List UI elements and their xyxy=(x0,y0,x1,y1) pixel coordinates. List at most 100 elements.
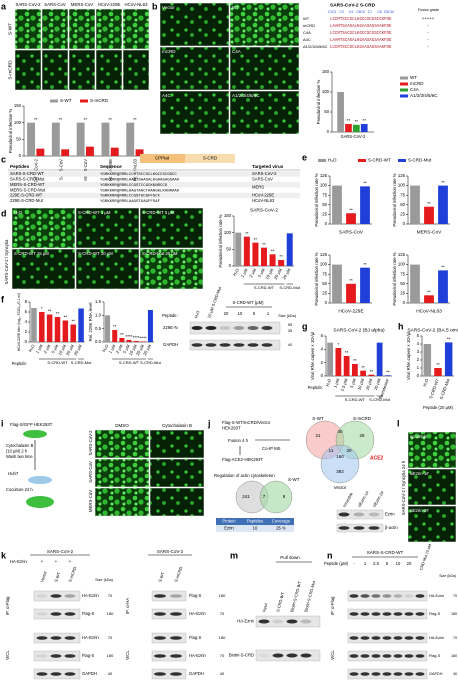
blot-band xyxy=(261,343,273,347)
blot-band xyxy=(300,653,312,658)
micrograph xyxy=(75,248,140,290)
label: Flag-ACE2-HEK293T xyxy=(222,457,263,462)
y-tick-label: 2 xyxy=(417,357,420,362)
label: 70 xyxy=(220,653,225,658)
label: 229E-S-CRD-Mut xyxy=(10,198,44,203)
label: HA-Ezrin xyxy=(429,594,444,598)
label: - xyxy=(427,23,429,28)
blot-band xyxy=(50,654,62,658)
label: Peptide: xyxy=(162,313,178,318)
blot-band xyxy=(154,636,166,640)
label: GAPDH xyxy=(429,672,443,676)
micrograph xyxy=(41,8,69,50)
significance: ** xyxy=(48,309,52,314)
label: MERS-S-CRD-Mut xyxy=(10,187,46,192)
blot-band xyxy=(154,654,166,658)
blot xyxy=(151,668,187,680)
bar xyxy=(39,312,45,342)
blot-band xyxy=(393,612,403,616)
blot-band xyxy=(50,672,62,676)
significance: ** xyxy=(386,370,390,375)
label: 10 xyxy=(253,526,258,531)
blot-band xyxy=(64,654,76,658)
blot-band xyxy=(219,326,231,330)
micrograph xyxy=(11,207,76,249)
y-tick-label: 1.5 xyxy=(95,299,102,304)
label: C1C2 xyxy=(328,10,337,14)
bar xyxy=(346,213,356,224)
label: SARS-CoV-2 / Syncytia xyxy=(4,239,9,285)
y-tick-label: 150 xyxy=(224,213,232,218)
significance: ** xyxy=(59,117,63,122)
y-tick-label: 100 xyxy=(320,183,328,188)
label: WCL xyxy=(5,650,10,660)
blot-band xyxy=(286,619,298,624)
table-header xyxy=(216,518,294,525)
y-tick-label: 100 xyxy=(14,120,22,125)
bar xyxy=(360,124,368,132)
x-tick-label: 2.5 μM xyxy=(339,378,348,392)
bar xyxy=(261,247,267,266)
domain-box xyxy=(140,154,185,163)
bar xyxy=(424,206,434,224)
blot-band xyxy=(360,594,370,598)
label: SARS-CoV xyxy=(88,461,93,483)
y-tick-label: 50 xyxy=(400,281,405,286)
label: 7 xyxy=(263,494,266,499)
blot-band xyxy=(50,594,62,598)
significance: **** xyxy=(125,334,132,339)
bar xyxy=(252,242,259,266)
significance: ** xyxy=(271,249,275,254)
label: 40 xyxy=(220,671,225,676)
blot-band xyxy=(261,326,273,330)
label: SARS-CoV-2 xyxy=(47,549,74,554)
y-tick-label: 75 xyxy=(322,271,327,276)
bar xyxy=(119,338,125,342)
label: SARS-CoV-2 xyxy=(15,2,41,7)
label: SARS-CoV-2 / Syncytia 24 h xyxy=(401,460,406,515)
label: C4A xyxy=(303,30,311,35)
y-tick-label: 4 xyxy=(25,319,28,324)
x-tick-label: 1 μM xyxy=(108,343,117,354)
bar xyxy=(27,122,36,156)
label: siEzrin-1# xyxy=(410,471,429,476)
label: S-WT xyxy=(7,23,13,35)
micrograph xyxy=(95,8,123,50)
blot-band xyxy=(382,612,392,616)
label: Flag-S-WT/mCRD/Vector xyxy=(222,420,271,425)
label: Cytochalasin B xyxy=(162,423,192,428)
label: 20 xyxy=(407,561,412,566)
label: 180 xyxy=(219,635,226,640)
blot-band xyxy=(371,636,381,640)
label: SARS-CoV-2 xyxy=(157,549,184,554)
blot-band xyxy=(349,594,359,598)
label: 35 xyxy=(288,329,292,333)
micrograph xyxy=(41,49,69,91)
x-prefix: Peptide: xyxy=(308,385,323,390)
bar xyxy=(376,342,383,376)
label: YGRKKRRQRRRLAAMTSAASALKGAASAGSAAK xyxy=(100,178,180,182)
significance: ** xyxy=(361,365,365,370)
label: 20 xyxy=(224,311,229,316)
y-tick-label: 125 xyxy=(398,252,406,257)
label: A4C xyxy=(162,93,172,98)
label: 55 xyxy=(288,323,292,327)
significance: ** xyxy=(84,117,88,122)
label: Huh7 xyxy=(8,471,19,476)
label: IP: α-Flag xyxy=(5,596,10,615)
x-tick-label: H₂O xyxy=(27,343,36,353)
blot-band xyxy=(64,594,76,598)
x-tick-label: SARS-CoV-2 xyxy=(341,134,366,139)
x-tick-label: 1 μM xyxy=(35,343,44,354)
label: Biotin-S-CRD xyxy=(229,653,254,658)
x-tick-label: 10 μM xyxy=(356,378,365,391)
label: 2.5 xyxy=(373,561,379,566)
x-tick-label: MERS-CoV xyxy=(83,159,88,181)
blot-band xyxy=(50,612,62,616)
bar xyxy=(140,341,146,342)
label: 180 xyxy=(219,593,226,598)
label: DMSO xyxy=(115,423,129,428)
bar xyxy=(335,348,342,376)
group-label: S-CRD-WT xyxy=(345,397,366,402)
y-tick-label: 0 xyxy=(325,300,328,305)
